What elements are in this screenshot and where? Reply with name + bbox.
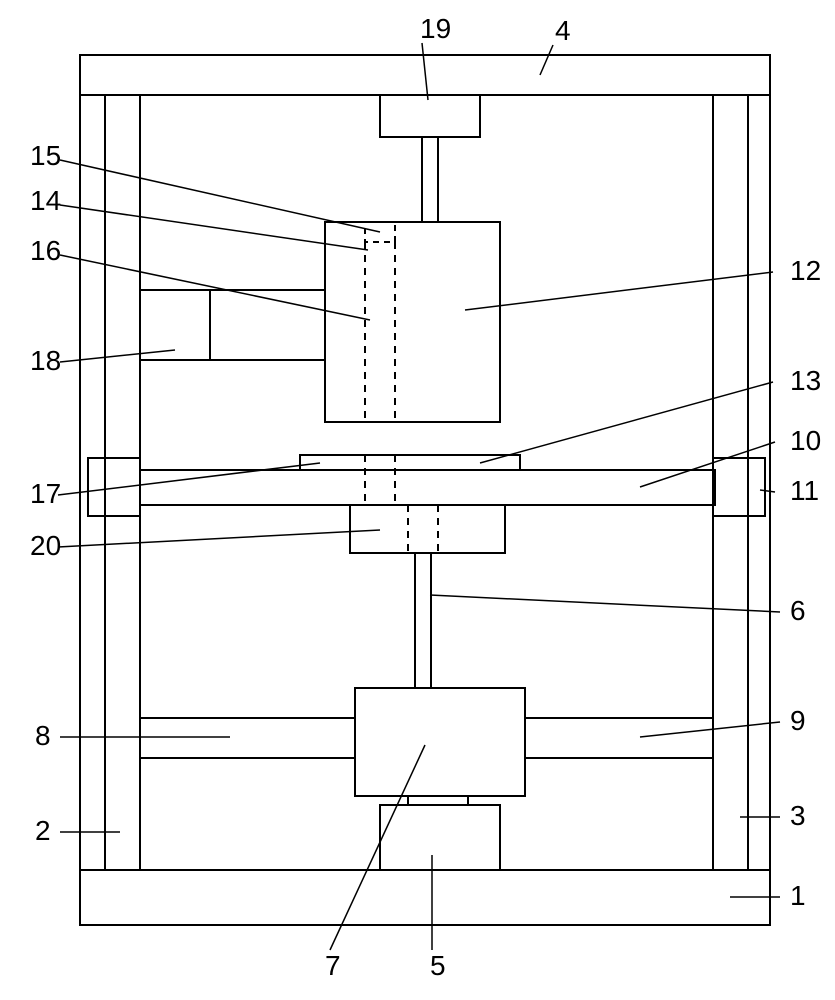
label-5: 5 <box>430 950 446 981</box>
label-10: 10 <box>790 425 821 456</box>
top-motor-block <box>380 95 480 137</box>
leader-12 <box>465 272 773 310</box>
leader-17 <box>58 463 320 495</box>
label-11: 11 <box>790 475 819 506</box>
bottom-beam <box>80 870 770 925</box>
label-12: 12 <box>790 255 821 286</box>
leader-11 <box>760 490 775 492</box>
side-box <box>140 290 210 360</box>
engineering-diagram: 1234567891011121314151617181920 <box>0 0 835 1000</box>
label-16: 16 <box>30 235 61 266</box>
left-arm <box>140 718 355 758</box>
leader-19 <box>422 43 428 100</box>
leader-6 <box>430 595 780 612</box>
label-17: 17 <box>30 478 61 509</box>
middle-bar-top-strip <box>300 455 520 470</box>
label-13: 13 <box>790 365 821 396</box>
middle-bar <box>140 470 715 505</box>
leader-15 <box>60 160 380 232</box>
head-block <box>325 222 500 422</box>
label-19: 19 <box>420 13 451 44</box>
label-20: 20 <box>30 530 61 561</box>
leader-14 <box>60 205 368 250</box>
right-arm <box>525 718 713 758</box>
label-15: 15 <box>30 140 61 171</box>
label-6: 6 <box>790 595 806 626</box>
leader-4 <box>540 45 553 75</box>
top-motor-shaft <box>422 137 438 222</box>
label-1: 1 <box>790 880 806 911</box>
center-rod <box>415 553 431 688</box>
left-slider <box>88 458 140 516</box>
outer-frame <box>80 55 770 925</box>
leader-20 <box>58 530 380 547</box>
right-post <box>713 95 748 870</box>
label-8: 8 <box>35 720 51 751</box>
label-14: 14 <box>30 185 61 216</box>
label-3: 3 <box>790 800 806 831</box>
left-post <box>105 95 140 870</box>
base-coupling <box>408 796 468 805</box>
label-18: 18 <box>30 345 61 376</box>
base-motor <box>380 805 500 870</box>
leader-7 <box>330 745 425 950</box>
leader-13 <box>480 382 773 463</box>
leader-9 <box>640 722 780 737</box>
leader-10 <box>640 442 775 487</box>
leader-16 <box>60 255 370 320</box>
label-7: 7 <box>325 950 341 981</box>
gearbox <box>355 688 525 796</box>
label-4: 4 <box>555 15 571 46</box>
below-bar-block <box>350 505 505 553</box>
right-slider <box>713 458 765 516</box>
label-2: 2 <box>35 815 51 846</box>
label-9: 9 <box>790 705 806 736</box>
